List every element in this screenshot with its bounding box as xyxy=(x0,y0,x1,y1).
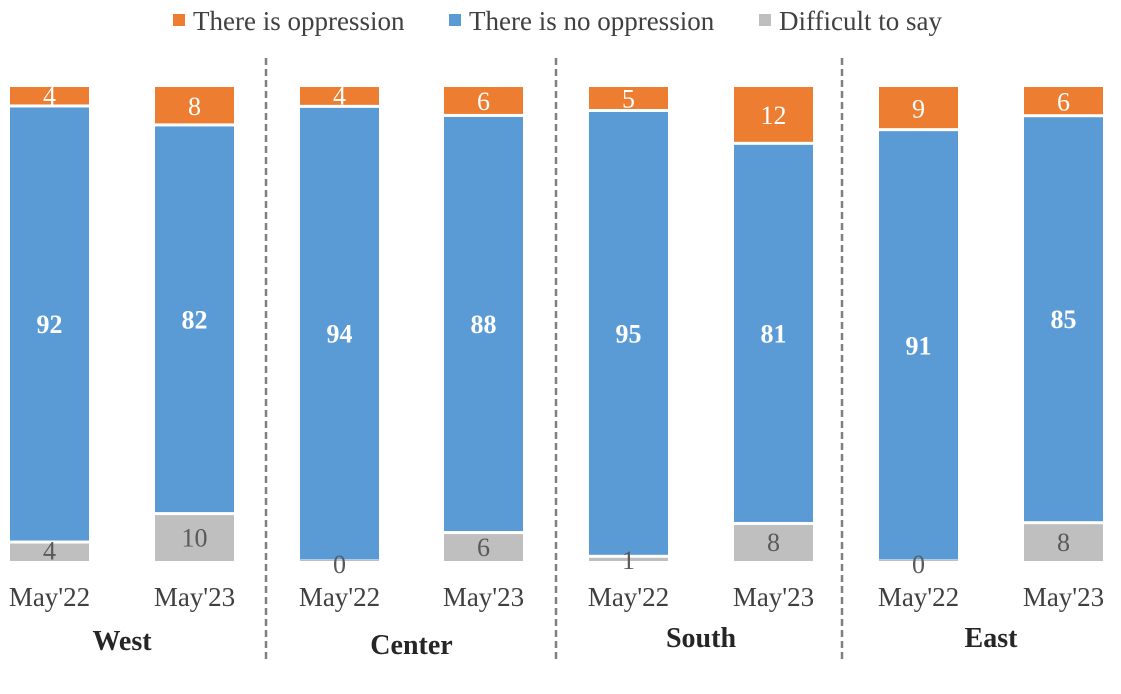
legend-label-3: Difficult to say xyxy=(779,6,942,36)
data-label: 6 xyxy=(1057,87,1070,116)
group-label-east: East xyxy=(965,623,1019,654)
data-label: 92 xyxy=(37,310,63,339)
category-label: May'23 xyxy=(733,582,814,612)
bar-segment-there-is-oppression xyxy=(444,87,523,114)
x-axis-labels: May'22 May'23 May'22 May'23 May'22 May'23 May'… xyxy=(9,582,1104,661)
data-label: 91 xyxy=(906,331,932,360)
bar-segment-difficult-to-say xyxy=(10,543,89,561)
data-label: 8 xyxy=(188,92,201,121)
bars xyxy=(10,87,1103,561)
legend-label-2: There is no oppression xyxy=(469,6,715,36)
bar-segment-there-is-oppression xyxy=(155,87,234,124)
data-label: 4 xyxy=(43,537,56,566)
data-label: 6 xyxy=(477,87,490,116)
group-label-center: Center xyxy=(370,630,452,661)
bar-segment-there-is-no-oppression xyxy=(155,126,234,513)
data-label: 95 xyxy=(616,319,642,348)
legend-swatch-3 xyxy=(759,14,771,26)
data-label: 85 xyxy=(1051,305,1077,334)
bar-segment-difficult-to-say xyxy=(444,534,523,561)
group-label-west: West xyxy=(92,626,152,657)
group-label-south: South xyxy=(666,623,736,654)
data-label: 81 xyxy=(761,319,787,348)
bar-segment-there-is-oppression xyxy=(300,87,379,105)
bar-segment-there-is-no-oppression xyxy=(1024,117,1103,522)
category-label: May'23 xyxy=(443,582,524,612)
legend-label-1: There is oppression xyxy=(193,6,405,36)
data-label: 5 xyxy=(622,85,635,114)
group-dividers xyxy=(264,58,844,662)
bar-segment-there-is-no-oppression xyxy=(879,131,958,560)
data-label: 94 xyxy=(327,320,353,349)
category-label: May'22 xyxy=(588,582,669,612)
bar-segment-there-is-oppression xyxy=(10,87,89,105)
legend-swatch-1 xyxy=(173,14,185,26)
bar-segment-difficult-to-say xyxy=(155,515,234,561)
data-label: 8 xyxy=(767,528,780,557)
category-label: May'22 xyxy=(878,582,959,612)
data-label: 4 xyxy=(43,81,56,110)
data-label: 1 xyxy=(622,546,635,575)
bar-segment-difficult-to-say xyxy=(589,557,668,561)
data-label: 9 xyxy=(912,94,925,123)
bar-segment-difficult-to-say xyxy=(1024,524,1103,561)
data-label: 12 xyxy=(761,101,787,130)
category-label: May'22 xyxy=(299,582,380,612)
bar-segment-there-is-no-oppression xyxy=(444,116,523,532)
bar-segment-difficult-to-say xyxy=(879,560,958,561)
bar-segment-there-is-no-oppression xyxy=(734,144,813,522)
bar-segment-there-is-no-oppression xyxy=(589,111,668,555)
category-label: May'23 xyxy=(1023,582,1104,612)
data-label: 10 xyxy=(182,523,208,552)
data-label: 82 xyxy=(182,305,208,334)
data-label: 4 xyxy=(333,82,346,111)
bar-segment-there-is-no-oppression xyxy=(10,107,89,541)
legend: There is oppression There is no oppressio… xyxy=(173,6,942,36)
bar-segment-there-is-oppression xyxy=(589,87,668,109)
category-label: May'23 xyxy=(154,582,235,612)
bar-segment-there-is-oppression xyxy=(879,87,958,129)
legend-swatch-2 xyxy=(449,14,461,26)
category-label: May'22 xyxy=(9,582,90,612)
bar-segment-difficult-to-say xyxy=(734,524,813,561)
data-label: 6 xyxy=(477,533,490,562)
data-label: 0 xyxy=(912,550,925,579)
bar-segment-there-is-no-oppression xyxy=(300,107,379,560)
data-label: 8 xyxy=(1057,528,1070,557)
data-label: 0 xyxy=(333,550,346,579)
bar-segment-there-is-oppression xyxy=(734,87,813,142)
bar-segment-there-is-oppression xyxy=(1024,87,1103,115)
data-label: 88 xyxy=(471,310,497,339)
data-labels: 4 92 4 8 82 10 4 94 0 6 88 6 5 95 1 12 81 8 9 91 0 6 85 8 xyxy=(37,81,1077,579)
bar-segment-difficult-to-say xyxy=(300,560,379,561)
